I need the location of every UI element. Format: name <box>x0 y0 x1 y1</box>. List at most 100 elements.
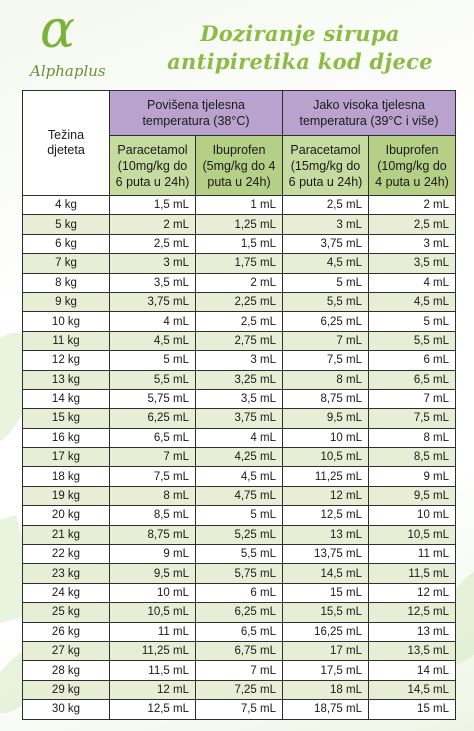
ibuprofen-low-dose-cell: 1,5 mL <box>195 233 283 255</box>
drug-name: Paracetamol <box>117 142 188 157</box>
table-row: 20 kg 8,5 mL 5 mL 12,5 mL 10 mL <box>22 505 457 526</box>
title-line-2: antipiretika kod djece <box>167 49 433 74</box>
paracetamol-high-dose-cell: 9,5 mL <box>282 408 369 429</box>
ibuprofen-high-dose-cell: 7 mL <box>367 388 457 410</box>
ibuprofen-high-dose-cell: 14,5 mL <box>367 679 457 701</box>
weight-cell: 21 kg <box>22 524 110 546</box>
group-header-elevated-temperature: Povišena tjelesna temperatura (38°C) <box>109 89 283 137</box>
paracetamol-high-dose-cell: 10 mL <box>282 427 369 449</box>
group-header-high-temperature: Jako visoka tjelesna temperatura (39°C i… <box>281 89 457 137</box>
table-row: 6 kg 2,5 mL 1,5 mL 3,75 mL 3 mL <box>22 233 457 255</box>
ibuprofen-high-dose-cell: 11 mL <box>367 544 457 565</box>
drug-frequency-line: 6 puta u 24h) <box>115 174 190 189</box>
group-header-line-1: Povišena tjelesna <box>147 98 245 113</box>
paracetamol-high-dose-cell: 15,5 mL <box>282 602 369 623</box>
table-row: 4 kg 1,5 mL 1 mL 2,5 mL 2 mL <box>22 194 457 216</box>
drug-name: Ibuprofen <box>385 142 439 157</box>
paracetamol-low-dose-cell: 2,5 mL <box>109 233 196 255</box>
paracetamol-low-dose-cell: 5,5 mL <box>109 369 196 390</box>
weight-cell: 12 kg <box>22 350 110 371</box>
ibuprofen-low-dose-cell: 2 mL <box>195 272 283 293</box>
weight-cell: 13 kg <box>22 369 110 390</box>
ibuprofen-low-dose-cell: 6,75 mL <box>195 640 283 662</box>
table-row: 14 kg 5,75 mL 3,5 mL 8,75 mL 7 mL <box>22 388 457 410</box>
ibuprofen-low-dose-cell: 6 mL <box>195 582 283 604</box>
weight-cell: 19 kg <box>22 485 110 507</box>
paracetamol-high-dose-cell: 7 mL <box>282 330 369 352</box>
ibuprofen-low-dose-cell: 2,75 mL <box>195 330 283 352</box>
ibuprofen-high-dose-cell: 5 mL <box>367 311 457 332</box>
table-row: 27 kg 11,25 mL 6,75 mL 17 mL 13,5 mL <box>22 640 457 662</box>
alpha-symbol-icon: α <box>40 0 76 60</box>
table-row: 5 kg 2 mL 1,25 mL 3 mL 2,5 mL <box>22 214 457 235</box>
ibuprofen-high-dose-cell: 3 mL <box>367 233 457 255</box>
table-row: 11 kg 4,5 mL 2,75 mL 7 mL 5,5 mL <box>22 330 457 352</box>
ibuprofen-high-dose-cell: 13 mL <box>367 621 457 642</box>
ibuprofen-low-dose-cell: 1 mL <box>195 194 283 216</box>
dosage-table: Težina djeteta Povišena tjelesna tempera… <box>22 89 457 720</box>
drug-header-ibuprofen-10: Ibuprofen (10mg/kg do 4 puta u 24h) <box>367 135 457 196</box>
table-row: 19 kg 8 mL 4,75 mL 12 mL 9,5 mL <box>22 485 457 507</box>
paracetamol-high-dose-cell: 8 mL <box>282 369 369 390</box>
table-row: 18 kg 7,5 mL 4,5 mL 11,25 mL 9 mL <box>22 466 457 487</box>
table-row: 9 kg 3,75 mL 2,25 mL 5,5 mL 4,5 mL <box>22 291 457 313</box>
table-row: 21 kg 8,75 mL 5,25 mL 13 mL 10,5 mL <box>22 524 457 546</box>
ibuprofen-high-dose-cell: 9,5 mL <box>367 485 457 507</box>
paracetamol-high-dose-cell: 13 mL <box>282 524 369 546</box>
paracetamol-low-dose-cell: 6,25 mL <box>109 408 196 429</box>
weight-cell: 18 kg <box>22 466 110 487</box>
ibuprofen-low-dose-cell: 1,25 mL <box>195 214 283 235</box>
brand-name-plus: plus <box>73 62 106 80</box>
weight-cell: 28 kg <box>22 660 110 681</box>
ibuprofen-low-dose-cell: 7,5 mL <box>195 699 283 720</box>
paracetamol-high-dose-cell: 5,5 mL <box>282 291 369 313</box>
paracetamol-high-dose-cell: 2,5 mL <box>282 194 369 216</box>
weight-cell: 16 kg <box>22 427 110 449</box>
ibuprofen-low-dose-cell: 4,5 mL <box>195 466 283 487</box>
ibuprofen-low-dose-cell: 7 mL <box>195 660 283 681</box>
drug-header-paracetamol-10: Paracetamol (10mg/kg do 6 puta u 24h) <box>109 135 196 196</box>
ibuprofen-high-dose-cell: 4,5 mL <box>367 291 457 313</box>
paracetamol-low-dose-cell: 9 mL <box>109 544 196 565</box>
paracetamol-high-dose-cell: 8,75 mL <box>282 388 369 410</box>
ibuprofen-high-dose-cell: 8 mL <box>367 427 457 449</box>
paracetamol-low-dose-cell: 7,5 mL <box>109 466 196 487</box>
paracetamol-high-dose-cell: 18,75 mL <box>282 699 369 720</box>
drug-dose-line: (10mg/kg do <box>377 158 447 173</box>
ibuprofen-high-dose-cell: 10,5 mL <box>367 524 457 546</box>
brand-name-alpha: Alpha <box>30 62 74 80</box>
paracetamol-high-dose-cell: 4,5 mL <box>282 253 369 274</box>
paracetamol-low-dose-cell: 7 mL <box>109 447 196 468</box>
ibuprofen-low-dose-cell: 4 mL <box>195 427 283 449</box>
ibuprofen-low-dose-cell: 1,75 mL <box>195 253 283 274</box>
table-row: 25 kg 10,5 mL 6,25 mL 15,5 mL 12,5 mL <box>22 602 457 623</box>
weight-cell: 25 kg <box>22 602 110 623</box>
ibuprofen-low-dose-cell: 2,5 mL <box>195 311 283 332</box>
weight-cell: 5 kg <box>22 214 110 235</box>
ibuprofen-low-dose-cell: 6,5 mL <box>195 621 283 642</box>
paracetamol-high-dose-cell: 16,25 mL <box>282 621 369 642</box>
weight-header-line-1: Težina <box>47 128 85 142</box>
ibuprofen-high-dose-cell: 12 mL <box>367 582 457 604</box>
table-row: 7 kg 3 mL 1,75 mL 4,5 mL 3,5 mL <box>22 253 457 274</box>
group-header-line-2: temperatura (39°C i više) <box>299 114 439 129</box>
drug-dose-line: (5mg/kg do 4 <box>202 158 276 173</box>
weight-cell: 24 kg <box>22 582 110 604</box>
paracetamol-high-dose-cell: 14,5 mL <box>282 563 369 584</box>
weight-cell: 17 kg <box>22 447 110 468</box>
drug-frequency-line: 6 puta u 24h) <box>288 174 363 189</box>
ibuprofen-high-dose-cell: 6,5 mL <box>367 369 457 390</box>
weight-cell: 9 kg <box>22 291 110 313</box>
paracetamol-high-dose-cell: 5 mL <box>282 272 369 293</box>
table-row: 16 kg 6,5 mL 4 mL 10 mL 8 mL <box>22 427 457 449</box>
paracetamol-high-dose-cell: 17,5 mL <box>282 660 369 681</box>
paracetamol-high-dose-cell: 7,5 mL <box>282 350 369 371</box>
paracetamol-low-dose-cell: 11,5 mL <box>109 660 196 681</box>
ibuprofen-high-dose-cell: 10 mL <box>367 505 457 526</box>
table-row: 12 kg 5 mL 3 mL 7,5 mL 6 mL <box>22 350 457 371</box>
paracetamol-low-dose-cell: 11,25 mL <box>109 640 196 662</box>
ibuprofen-low-dose-cell: 7,25 mL <box>195 679 283 701</box>
drug-header-paracetamol-15: Paracetamol (15mg/kg do 6 puta u 24h) <box>282 135 369 196</box>
ibuprofen-high-dose-cell: 3,5 mL <box>367 253 457 274</box>
paracetamol-high-dose-cell: 17 mL <box>282 640 369 662</box>
